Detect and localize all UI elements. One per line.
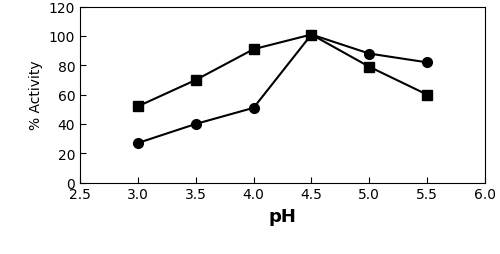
X-axis label: pH: pH — [268, 207, 296, 225]
Y-axis label: % Activity: % Activity — [29, 60, 43, 130]
